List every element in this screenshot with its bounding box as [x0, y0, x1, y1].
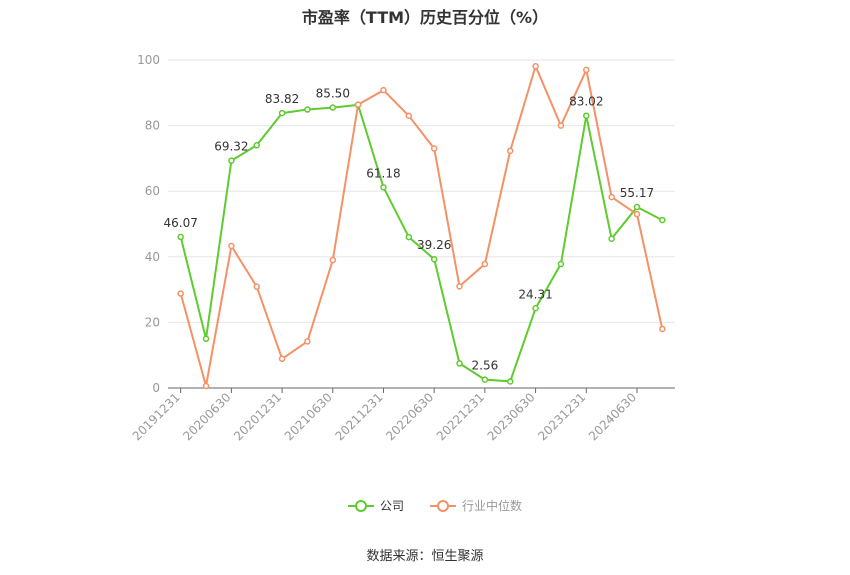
data-point	[228, 157, 235, 164]
data-point	[253, 283, 260, 290]
x-tick-label: 20191231	[130, 390, 183, 443]
data-point	[430, 145, 438, 152]
data-point	[583, 66, 590, 74]
data-point	[380, 184, 387, 191]
data-point	[430, 255, 438, 263]
data-point	[304, 338, 311, 345]
data-point	[405, 233, 413, 241]
data-point	[532, 62, 539, 70]
data-point	[202, 335, 210, 343]
legend-label: 公司	[380, 499, 404, 513]
series-line	[179, 103, 663, 383]
data-point	[177, 290, 184, 297]
data-label: 85.50	[316, 87, 350, 101]
x-tick-label: 20240630	[586, 390, 639, 443]
data-label: 83.02	[569, 95, 603, 109]
data-label: 83.82	[265, 92, 299, 106]
data-point	[659, 216, 666, 224]
data-point	[278, 109, 286, 117]
x-tick-label: 20230630	[485, 390, 538, 443]
data-label: 39.26	[417, 238, 451, 252]
x-tick-label: 20221231	[434, 390, 487, 443]
data-point	[481, 260, 489, 268]
data-point	[202, 382, 210, 390]
data-label: 46.07	[163, 216, 197, 230]
chart-title: 市盈率（TTM）历史百分位（%）	[301, 8, 549, 27]
data-point	[506, 378, 514, 385]
x-tick-label: 20211231	[333, 390, 386, 443]
data-source-note: 数据来源：恒生聚源	[366, 549, 484, 564]
data-point	[177, 233, 184, 241]
data-point	[456, 360, 463, 367]
data-point	[405, 112, 413, 120]
y-tick-label: 0	[152, 381, 160, 395]
legend-swatch-marker	[355, 500, 367, 512]
series-line	[179, 65, 664, 387]
x-tick-label: 20220630	[383, 390, 436, 443]
y-tick-label: 40	[145, 250, 160, 264]
legend-label: 行业中位数	[462, 498, 522, 513]
data-point	[506, 147, 514, 155]
y-tick-label: 60	[145, 184, 160, 198]
legend-swatch-marker	[437, 500, 449, 512]
data-label: 24.31	[518, 287, 552, 301]
data-label: 2.56	[472, 359, 499, 373]
y-tick-label: 100	[137, 53, 160, 67]
x-tick-label: 20231231	[535, 390, 588, 443]
y-tick-label: 80	[145, 119, 160, 133]
data-point	[608, 193, 615, 201]
data-point	[659, 325, 666, 333]
x-tick-label: 20210630	[282, 390, 335, 443]
data-point	[557, 260, 565, 268]
data-label: 61.18	[366, 166, 400, 180]
data-point	[456, 283, 463, 290]
data-point	[304, 106, 311, 113]
data-point	[329, 256, 337, 264]
data-point	[253, 142, 260, 149]
data-point	[633, 203, 641, 211]
y-tick-label: 20	[145, 315, 160, 329]
data-point	[557, 122, 565, 129]
data-point	[329, 104, 337, 111]
data-point	[608, 235, 615, 243]
data-point	[380, 86, 387, 94]
data-point	[532, 305, 539, 312]
data-label: 55.17	[620, 186, 654, 200]
data-label: 69.32	[214, 140, 248, 154]
x-tick-label: 20201231	[231, 390, 284, 443]
data-point	[633, 210, 641, 218]
data-point	[228, 242, 235, 250]
data-point	[278, 355, 286, 363]
x-tick-label: 20200630	[180, 390, 233, 443]
data-point	[354, 101, 362, 108]
data-point	[583, 112, 590, 119]
data-point	[481, 376, 489, 383]
